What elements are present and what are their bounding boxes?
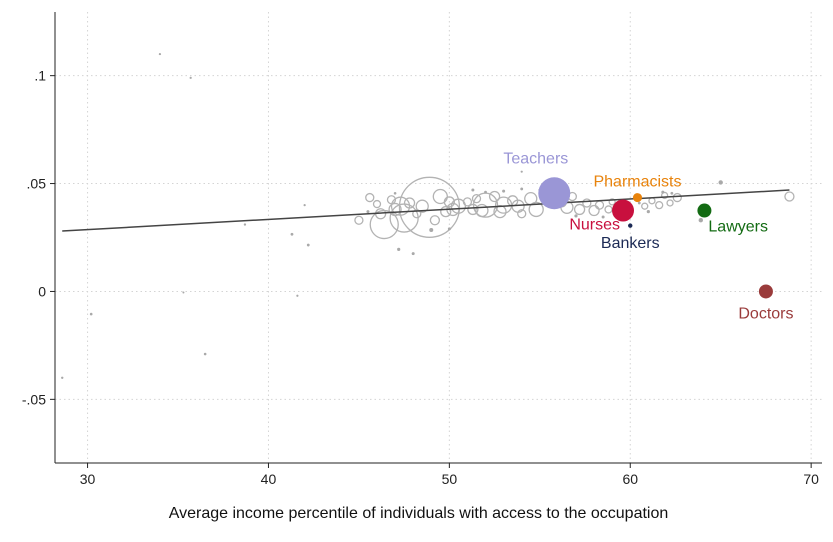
occupation-point	[290, 232, 294, 236]
occupation-point	[520, 187, 524, 191]
x-axis-title: Average income percentile of individuals…	[169, 505, 669, 522]
occupation-point	[443, 196, 456, 208]
highlight-label-lawyers: Lawyers	[708, 219, 768, 236]
highlight-point-bankers	[628, 223, 633, 228]
occupation-point	[517, 209, 527, 219]
occupation-point	[450, 198, 467, 214]
occupation-point	[369, 209, 399, 240]
highlight-point-doctors	[758, 284, 773, 299]
highlight-label-nurses: Nurses	[569, 217, 620, 234]
x-tick-label: 40	[261, 471, 277, 487]
occupation-point	[588, 204, 600, 217]
occupation-point	[398, 176, 461, 238]
x-tick-label: 70	[803, 471, 819, 487]
y-tick-label: 0	[38, 283, 46, 299]
occupation-point	[502, 189, 506, 193]
highlight-point-pharmacists	[632, 193, 642, 203]
occupation-point	[306, 243, 310, 247]
occupation-point	[484, 190, 487, 194]
occupation-point	[182, 291, 185, 294]
x-tick-label: 60	[622, 471, 638, 487]
occupation-point	[303, 204, 306, 207]
occupation-point	[646, 210, 650, 214]
occupation-point	[601, 215, 605, 219]
occupation-point	[528, 201, 544, 218]
occupation-point	[389, 203, 419, 233]
occupation-point	[670, 191, 674, 195]
occupation-point	[403, 197, 416, 209]
occupation-point	[784, 191, 795, 202]
grid-lines	[55, 12, 822, 463]
occupation-point	[573, 203, 586, 216]
occupation-point	[574, 214, 578, 218]
occupation-point	[158, 52, 162, 56]
occupation-point	[471, 188, 475, 192]
highlight-label-pharmacists: Pharmacists	[593, 174, 681, 191]
highlight-label-doctors: Doctors	[738, 305, 793, 322]
occupation-point	[388, 202, 402, 217]
x-tick-label: 50	[442, 471, 458, 487]
occupation-point	[666, 199, 674, 207]
occupation-point	[393, 191, 397, 195]
y-tick-label: -.05	[22, 391, 46, 407]
occupation-point	[61, 376, 64, 379]
occupation-point	[366, 210, 370, 214]
occupation-point	[462, 197, 473, 207]
x-tick-label: 30	[80, 471, 96, 487]
occupation-point	[296, 294, 299, 297]
occupation-point	[365, 192, 375, 203]
occupation-point	[648, 197, 656, 205]
occupation-point	[429, 227, 434, 232]
occupation-point	[467, 203, 479, 216]
highlight-label-bankers: Bankers	[601, 235, 660, 252]
highlight-point-teachers	[538, 177, 571, 210]
occupation-point	[243, 223, 247, 226]
occupation-point	[372, 199, 382, 209]
occupation-point	[661, 190, 665, 194]
highlight-label-teachers: Teachers	[503, 150, 568, 167]
occupation-point	[698, 218, 703, 223]
occupation-point	[655, 200, 664, 210]
axes	[54, 12, 822, 464]
occupation-point	[520, 170, 523, 173]
occupation-point	[429, 215, 441, 226]
occupation-point	[594, 200, 605, 210]
tick-labels: 30 40 50 60 70 -.05 0 .05 .1	[22, 68, 819, 487]
occupation-point	[488, 190, 501, 203]
occupation-point	[415, 199, 429, 213]
fit-line	[62, 189, 790, 232]
occupation-point	[89, 312, 93, 316]
other-occupation-points	[61, 52, 795, 379]
occupation-point	[471, 194, 482, 204]
occupation-point	[189, 76, 192, 79]
occupation-point	[637, 201, 641, 205]
occupation-point	[608, 198, 616, 206]
occupation-point	[203, 352, 207, 356]
occupation-point	[582, 198, 592, 208]
occupation-point	[660, 191, 669, 200]
occupation-point	[641, 202, 649, 210]
occupation-point	[440, 205, 452, 218]
occupation-point	[447, 227, 451, 231]
occupation-point	[432, 188, 448, 205]
occupation-point	[604, 205, 613, 214]
y-tick-label: .05	[27, 176, 47, 192]
occupation-point	[672, 192, 682, 203]
occupation-point	[718, 180, 723, 185]
occupation-point	[397, 247, 401, 251]
occupation-point	[411, 252, 415, 256]
highlight-point-nurses	[612, 199, 635, 222]
occupation-point	[354, 215, 364, 225]
highlight-point-lawyers	[697, 203, 712, 218]
y-tick-label: .1	[34, 68, 46, 84]
